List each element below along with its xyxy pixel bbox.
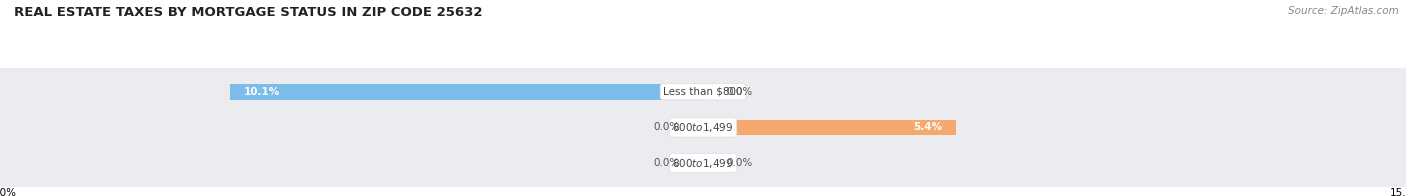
Bar xyxy=(229,84,703,100)
FancyBboxPatch shape xyxy=(0,68,1406,116)
Text: 5.4%: 5.4% xyxy=(912,122,942,132)
Text: 0.0%: 0.0% xyxy=(654,158,679,168)
Text: 0.0%: 0.0% xyxy=(654,122,679,132)
Text: REAL ESTATE TAXES BY MORTGAGE STATUS IN ZIP CODE 25632: REAL ESTATE TAXES BY MORTGAGE STATUS IN … xyxy=(14,6,482,19)
Bar xyxy=(703,84,713,100)
Bar xyxy=(693,120,703,135)
Bar xyxy=(693,155,703,171)
Text: Less than $800: Less than $800 xyxy=(664,87,742,97)
Text: 0.0%: 0.0% xyxy=(727,158,752,168)
Text: $800 to $1,499: $800 to $1,499 xyxy=(672,157,734,170)
Text: 0.0%: 0.0% xyxy=(727,87,752,97)
Text: $800 to $1,499: $800 to $1,499 xyxy=(672,121,734,134)
Bar xyxy=(703,120,956,135)
Bar xyxy=(703,155,713,171)
FancyBboxPatch shape xyxy=(0,103,1406,151)
Text: Source: ZipAtlas.com: Source: ZipAtlas.com xyxy=(1288,6,1399,16)
FancyBboxPatch shape xyxy=(0,139,1406,187)
Text: 10.1%: 10.1% xyxy=(243,87,280,97)
